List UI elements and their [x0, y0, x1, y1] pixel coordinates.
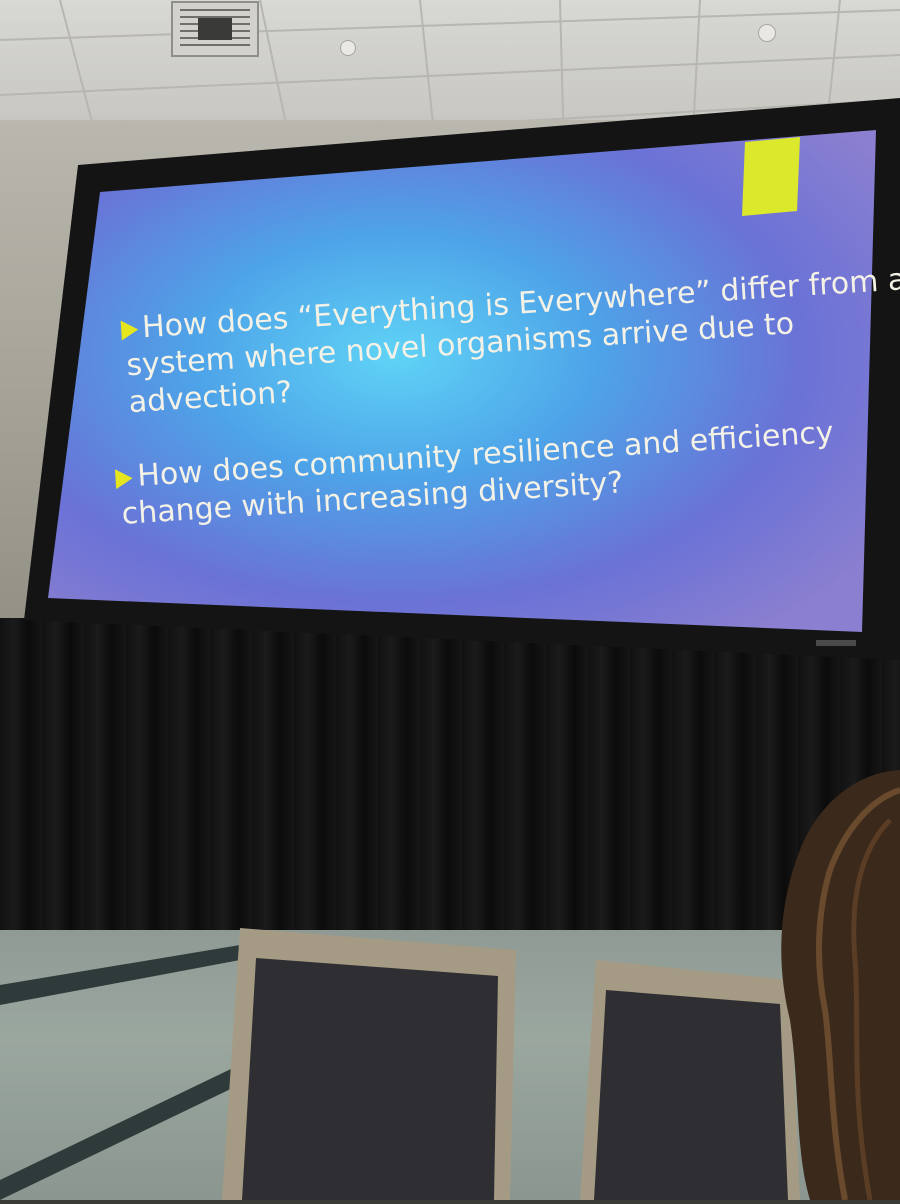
- frame-brand-label: [816, 640, 856, 646]
- slide-accent-bar: [742, 137, 800, 216]
- air-vent: [171, 1, 259, 57]
- chair-left: [222, 928, 516, 1200]
- ceiling-sensor: [340, 40, 356, 56]
- chair-right: [580, 960, 800, 1200]
- slide-surface: [48, 130, 876, 632]
- ceiling-sprinkler: [758, 24, 776, 42]
- carpet-pattern: [0, 945, 270, 1200]
